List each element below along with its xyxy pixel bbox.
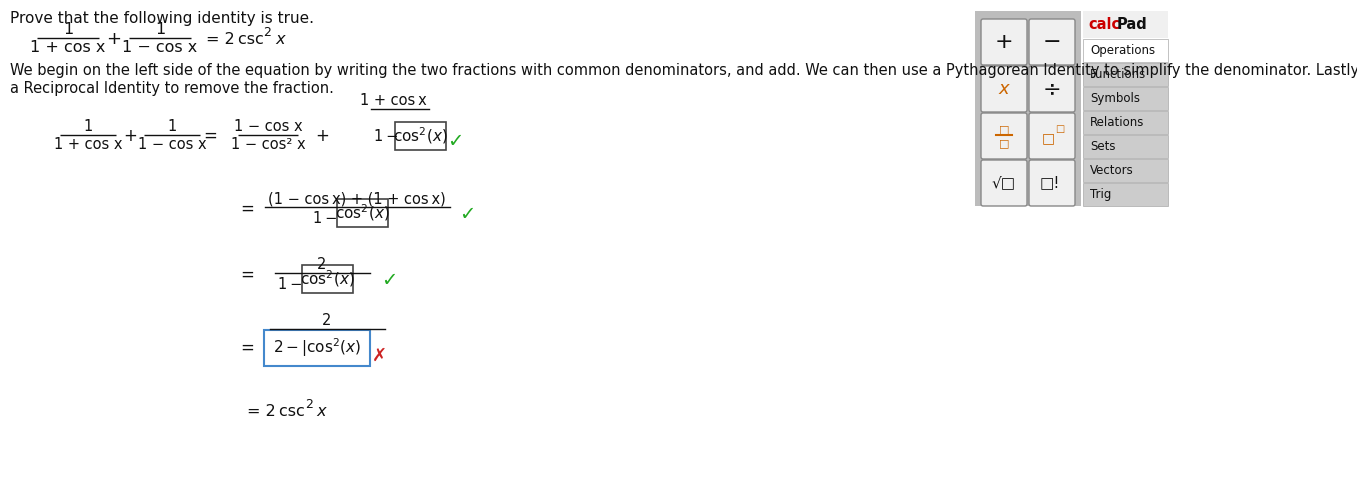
Text: +: +	[995, 32, 1014, 52]
FancyBboxPatch shape	[1029, 113, 1075, 159]
Text: x: x	[271, 32, 285, 47]
Text: −: −	[1042, 32, 1061, 52]
Text: 1 − cos x: 1 − cos x	[233, 119, 303, 134]
Text: □!: □!	[1039, 175, 1060, 190]
Bar	[1083, 134, 1168, 157]
Text: Functions: Functions	[1090, 68, 1147, 81]
Text: a Reciprocal Identity to remove the fraction.: a Reciprocal Identity to remove the frac…	[9, 81, 334, 96]
Bar	[1083, 63, 1168, 86]
Text: 2: 2	[263, 26, 271, 39]
Text: 1: 1	[83, 119, 92, 134]
Text: = 2 csc: = 2 csc	[206, 32, 263, 47]
Text: □: □	[1041, 131, 1054, 145]
Text: $\mathregular{cos}^2(x)$: $\mathregular{cos}^2(x)$	[335, 202, 389, 223]
Text: ✓: ✓	[459, 204, 476, 223]
Text: Pad: Pad	[1117, 17, 1148, 32]
Bar	[1083, 87, 1168, 110]
Text: 1 −: 1 −	[375, 128, 399, 143]
Bar	[974, 11, 1082, 206]
Text: 1: 1	[167, 119, 176, 134]
Text: x: x	[312, 403, 327, 418]
Text: 1 − cos² x: 1 − cos² x	[231, 137, 305, 152]
Text: 1 − cos x: 1 − cos x	[122, 40, 198, 55]
FancyBboxPatch shape	[337, 199, 388, 227]
Bar	[1083, 158, 1168, 181]
Text: =: =	[204, 127, 217, 145]
Text: Operations: Operations	[1090, 44, 1155, 57]
Text: ✓: ✓	[381, 271, 398, 290]
Text: +: +	[123, 127, 137, 145]
FancyBboxPatch shape	[395, 122, 446, 150]
Text: $\mathregular{cos}^2(x)$: $\mathregular{cos}^2(x)$	[300, 269, 354, 290]
Text: 1: 1	[155, 22, 166, 37]
Text: $\mathregular{cos}^2(x)$: $\mathregular{cos}^2(x)$	[392, 126, 448, 146]
Text: = 2 csc: = 2 csc	[247, 403, 305, 418]
Text: 1 −: 1 −	[312, 211, 337, 226]
FancyBboxPatch shape	[981, 160, 1027, 206]
Text: □: □	[1056, 124, 1065, 134]
Text: x: x	[999, 80, 1010, 98]
FancyBboxPatch shape	[981, 113, 1027, 159]
Text: √□: √□	[992, 175, 1016, 190]
Text: $2 - |\mathregular{cos}^2(x)$: $2 - |\mathregular{cos}^2(x)$	[273, 337, 361, 359]
Text: 1 − cos x: 1 − cos x	[137, 137, 206, 152]
Text: 1 −: 1 −	[278, 277, 303, 292]
Bar	[1083, 182, 1168, 205]
Text: Symbols: Symbols	[1090, 92, 1140, 105]
FancyBboxPatch shape	[981, 66, 1027, 112]
Text: □: □	[999, 124, 1010, 134]
Text: +: +	[315, 127, 328, 145]
Bar	[1083, 39, 1168, 62]
Text: ✗: ✗	[372, 347, 387, 365]
Text: ÷: ÷	[1042, 79, 1061, 99]
Text: calc: calc	[1088, 17, 1120, 32]
Text: +: +	[106, 30, 122, 48]
Text: 1: 1	[62, 22, 73, 37]
Text: 1 + cos x: 1 + cos x	[54, 137, 122, 152]
FancyBboxPatch shape	[1029, 160, 1075, 206]
Text: Trig: Trig	[1090, 187, 1111, 200]
FancyBboxPatch shape	[265, 330, 370, 366]
Text: 1 + cos x: 1 + cos x	[30, 40, 106, 55]
Text: 2: 2	[305, 397, 313, 410]
Text: 2: 2	[318, 257, 327, 272]
Text: 1 + cos x: 1 + cos x	[360, 93, 426, 108]
Text: We begin on the left side of the equation by writing the two fractions with comm: We begin on the left side of the equatio…	[9, 63, 1357, 78]
FancyBboxPatch shape	[1029, 19, 1075, 65]
Text: ✓: ✓	[446, 131, 463, 150]
Text: Sets: Sets	[1090, 139, 1115, 152]
FancyBboxPatch shape	[303, 265, 353, 293]
Text: =: =	[240, 266, 254, 284]
Text: Prove that the following identity is true.: Prove that the following identity is tru…	[9, 11, 313, 26]
Text: Vectors: Vectors	[1090, 163, 1133, 176]
Text: Relations: Relations	[1090, 116, 1144, 128]
Text: 2: 2	[323, 313, 331, 328]
Bar	[1083, 11, 1168, 38]
Text: (1 − cos x) + (1 + cos x): (1 − cos x) + (1 + cos x)	[269, 191, 446, 206]
FancyBboxPatch shape	[1029, 66, 1075, 112]
Bar	[1083, 111, 1168, 133]
Text: =: =	[240, 200, 254, 218]
Text: =: =	[240, 339, 254, 357]
FancyBboxPatch shape	[981, 19, 1027, 65]
Text: □: □	[999, 138, 1010, 148]
